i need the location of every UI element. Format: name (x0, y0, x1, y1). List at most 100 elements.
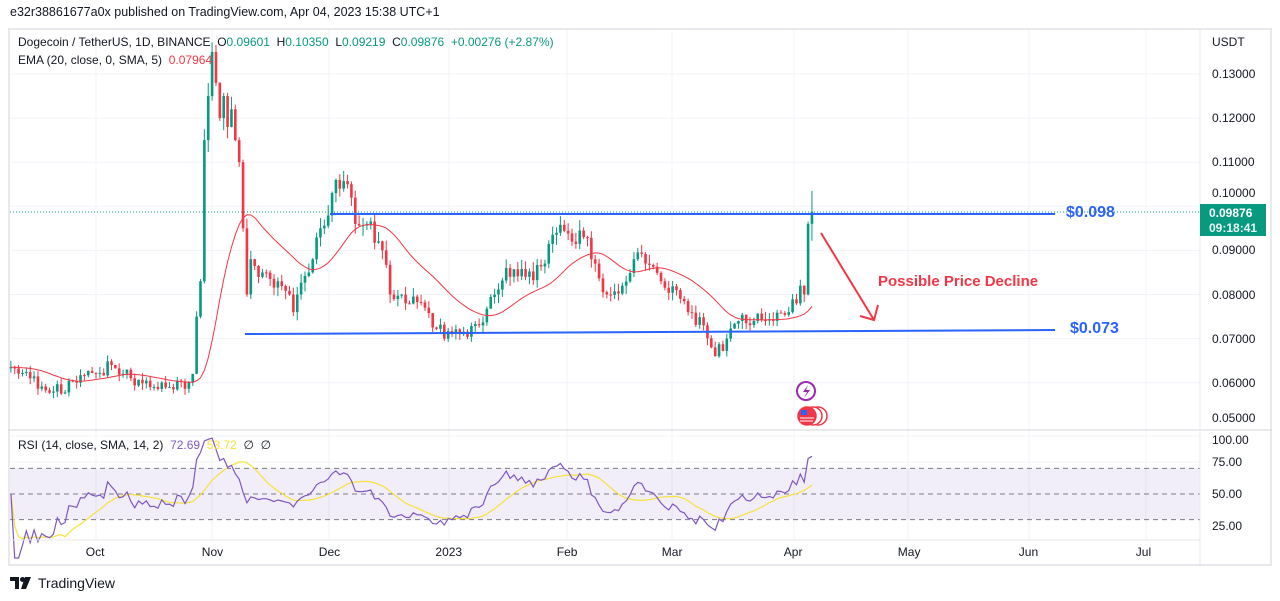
candle (63, 389, 67, 395)
candle (675, 283, 678, 296)
ema-legend[interactable]: EMA (20, close, 0, SMA, 5) 0.07964 (18, 53, 212, 67)
candle (621, 282, 624, 296)
candle-body (578, 230, 582, 244)
candle-body (779, 312, 783, 314)
candle (156, 381, 160, 391)
candle-body (404, 294, 407, 304)
candle (388, 260, 392, 304)
candle (199, 279, 202, 319)
decline-note[interactable]: Possible Price Decline (878, 273, 1039, 290)
candle (160, 381, 164, 393)
candle (268, 270, 272, 287)
candle-body (686, 301, 690, 313)
candle-body (94, 372, 98, 374)
candle-body (702, 317, 705, 326)
candle-body (752, 320, 756, 325)
candle (547, 240, 551, 269)
footer-brand[interactable]: TradingView (10, 575, 115, 591)
resistance-label[interactable]: $0.098 (1066, 204, 1115, 221)
candle (206, 83, 210, 152)
candle (272, 274, 276, 296)
candle-body (532, 271, 535, 281)
candle (245, 218, 249, 297)
candle-body (586, 237, 589, 239)
candle-body (253, 259, 256, 266)
candle-body (342, 181, 345, 189)
candle-body (710, 338, 713, 348)
candle-body (315, 237, 318, 260)
currency-label[interactable]: USDT (1212, 35, 1245, 49)
candle-body (59, 384, 63, 394)
low-value: 0.09219 (342, 35, 386, 49)
candle-body (675, 286, 678, 291)
candle (756, 313, 760, 324)
candle-body (334, 179, 338, 194)
candle-body (617, 291, 620, 294)
candle (288, 285, 291, 296)
candle (94, 372, 98, 379)
candle (25, 367, 28, 376)
candle (86, 370, 90, 378)
bar-countdown: 09:18:41 (1209, 221, 1258, 235)
candle (396, 289, 400, 307)
candle-body (497, 289, 500, 295)
candle-body (326, 215, 330, 226)
candle-body (636, 252, 640, 260)
candle (253, 258, 256, 270)
time-tick: Oct (85, 545, 105, 559)
candle-body (470, 326, 473, 337)
candle (733, 322, 736, 329)
candle-body (249, 259, 253, 295)
candle-body (760, 313, 763, 321)
candle (106, 355, 109, 378)
candle (141, 373, 144, 390)
rsi-guides (10, 467, 1200, 521)
candle-body (44, 386, 47, 391)
candle-body (90, 371, 94, 373)
candle-body (489, 296, 493, 309)
candle (292, 287, 295, 317)
candle (613, 283, 616, 300)
candle (810, 190, 814, 241)
candle (299, 273, 303, 300)
candle-body (613, 291, 616, 296)
candle-body (512, 269, 516, 277)
candle-body (323, 225, 326, 229)
time-tick: Nov (201, 545, 224, 559)
candle (175, 376, 179, 391)
candle-body (276, 281, 280, 288)
candle (752, 317, 756, 328)
candle-body (446, 330, 450, 339)
candle-body (787, 312, 791, 315)
candle-body (145, 380, 148, 384)
rsi-legend[interactable]: RSI (14, close, SMA, 14, 2) 72.69 53.72 … (18, 438, 271, 452)
candle-body (98, 372, 102, 374)
high-label: H (276, 35, 286, 49)
candle-body (303, 275, 307, 283)
candle-body (690, 312, 694, 314)
candle (36, 370, 40, 395)
candle-body (590, 237, 593, 260)
candle (191, 373, 195, 386)
lightning-event-icon[interactable] (796, 381, 816, 401)
candle (369, 217, 373, 230)
candle (419, 294, 423, 306)
decline-arrow[interactable] (820, 232, 879, 322)
symbol-name[interactable]: Dogecoin / TetherUS, 1D, BINANCE (18, 35, 211, 49)
support-line[interactable] (244, 329, 1056, 335)
us-flag-events-icon[interactable] (797, 406, 828, 426)
candle (562, 219, 566, 233)
candle (427, 301, 431, 318)
candle-body (740, 314, 744, 321)
candle (508, 264, 512, 286)
candle (218, 82, 222, 121)
candle-body (79, 375, 82, 383)
price-tick: 0.05000 (1212, 411, 1256, 425)
support-label[interactable]: $0.073 (1070, 320, 1119, 337)
candle-body (717, 344, 721, 357)
candle-body (56, 384, 59, 392)
candle-body (551, 234, 554, 244)
candle (582, 227, 585, 240)
candle (21, 369, 24, 377)
